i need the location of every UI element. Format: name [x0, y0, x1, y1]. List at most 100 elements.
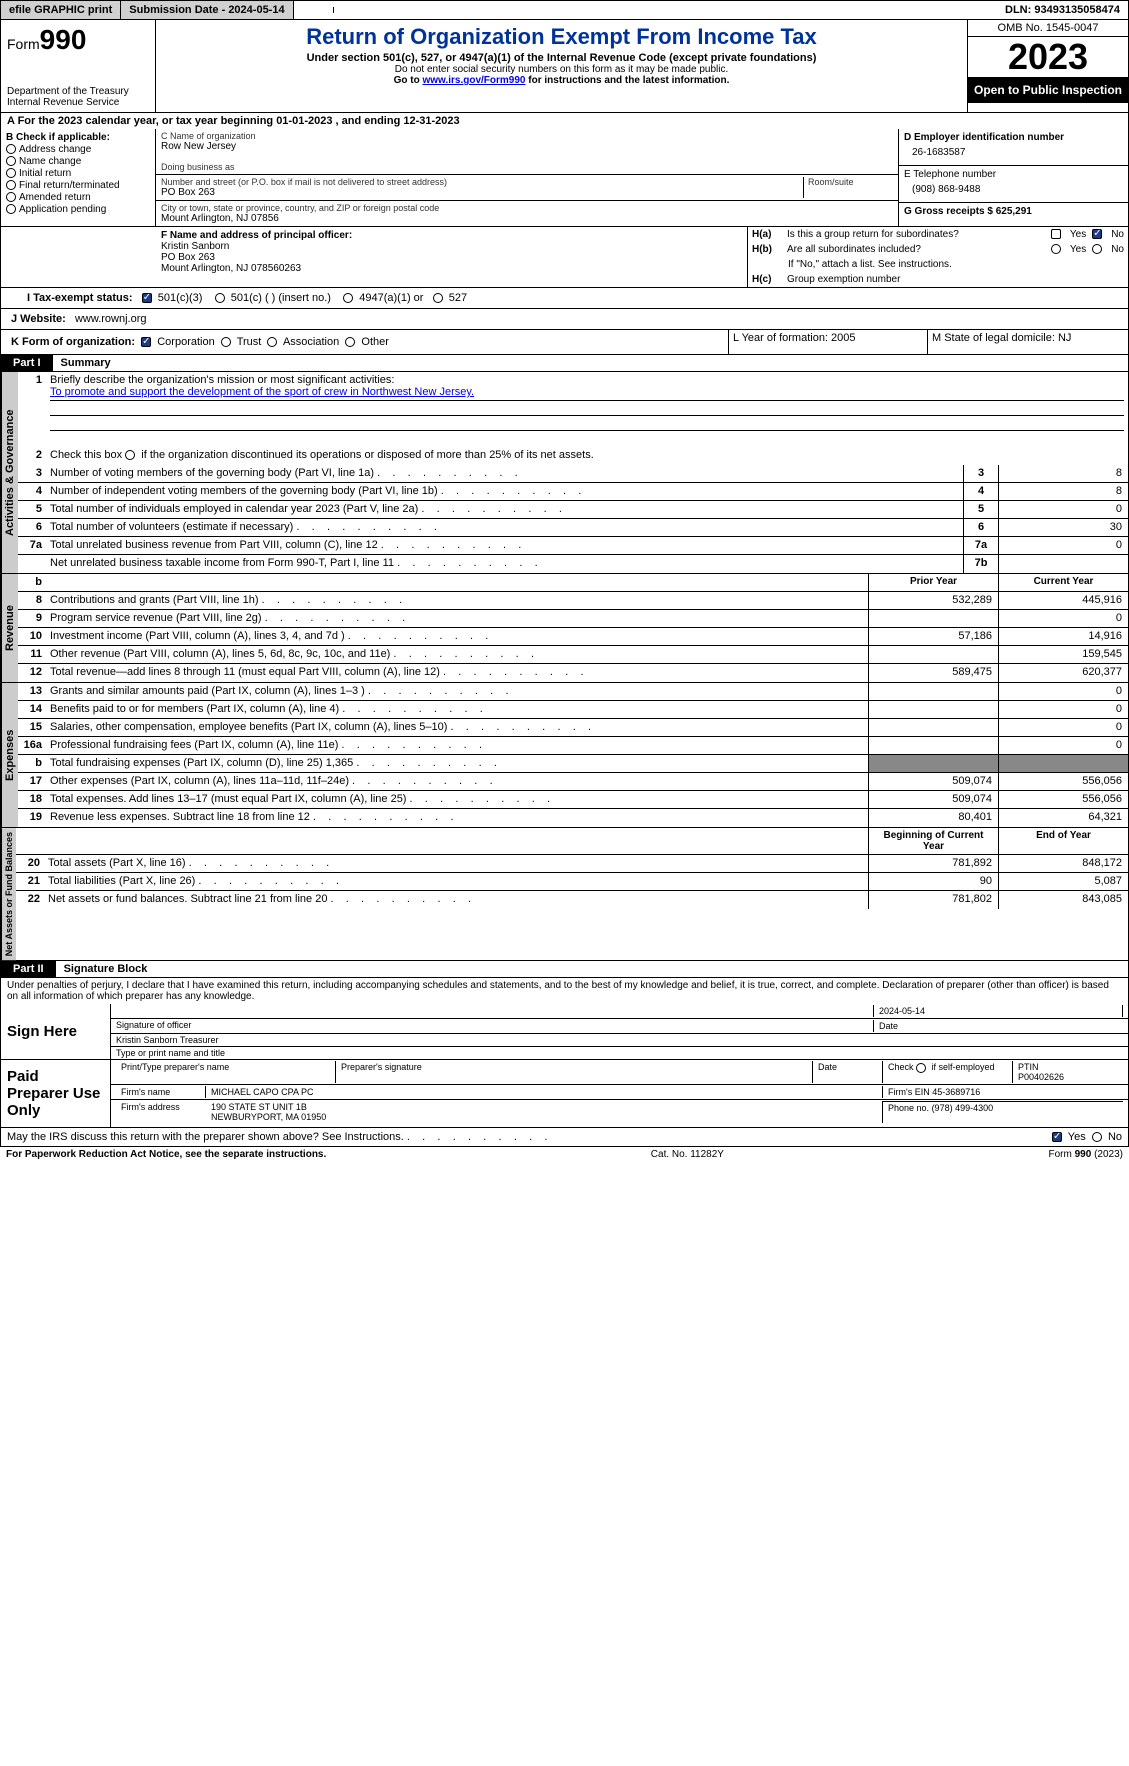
part1-title: Summary — [53, 355, 119, 371]
table-row: 11Other revenue (Part VIII, column (A), … — [18, 646, 1128, 664]
irs-label: Internal Revenue Service — [7, 97, 149, 108]
sig-date-label: Date — [873, 1020, 1123, 1032]
hdr-begin: Beginning of Current Year — [868, 828, 998, 854]
form-org-label: K Form of organization: — [11, 336, 135, 348]
officer-printed: Kristin Sanborn Treasurer — [116, 1035, 219, 1045]
section-expenses: Expenses 13Grants and similar amounts pa… — [0, 683, 1129, 828]
chk-amended-return[interactable]: Amended return — [6, 192, 150, 203]
part2-tag: Part II — [1, 961, 56, 977]
officer-name: Kristin Sanborn — [161, 241, 742, 252]
vlabel-governance: Activities & Governance — [1, 372, 18, 573]
sign-here-label: Sign Here — [1, 1004, 111, 1059]
hb-note: If "No," attach a list. See instructions… — [748, 257, 1128, 272]
discuss-question: May the IRS discuss this return with the… — [7, 1131, 404, 1143]
org-name-label: C Name of organization — [161, 131, 893, 141]
chk-address-change[interactable]: Address change — [6, 144, 150, 155]
public-inspection: Open to Public Inspection — [968, 77, 1128, 103]
city-value: Mount Arlington, NJ 07856 — [161, 213, 893, 224]
city-label: City or town, state or province, country… — [161, 203, 893, 213]
chk-name-change[interactable]: Name change — [6, 156, 150, 167]
firm-name-label: Firm's name — [116, 1086, 206, 1098]
box-c: C Name of organization Row New Jersey Do… — [156, 129, 898, 226]
chk-initial-return[interactable]: Initial return — [6, 168, 150, 179]
part2-header: Part II Signature Block — [0, 961, 1129, 978]
firm-name: MICHAEL CAPO CPA PC — [206, 1086, 883, 1098]
firm-ein-label: Firm's EIN — [888, 1087, 930, 1097]
form-ref: Form 990 (2023) — [1049, 1149, 1123, 1160]
box-klm: K Form of organization: Corporation Trus… — [0, 330, 1129, 355]
table-row: 4Number of independent voting members of… — [18, 483, 1128, 501]
table-row: 6Total number of volunteers (estimate if… — [18, 519, 1128, 537]
table-row: 22Net assets or fund balances. Subtract … — [16, 891, 1128, 909]
table-row: 9Program service revenue (Part VIII, lin… — [18, 610, 1128, 628]
table-row: 5Total number of individuals employed in… — [18, 501, 1128, 519]
table-row: 7aTotal unrelated business revenue from … — [18, 537, 1128, 555]
ha-row: H(a) Is this a group return for subordin… — [748, 227, 1128, 242]
discuss-row: May the IRS discuss this return with the… — [0, 1128, 1129, 1147]
page-footer: For Paperwork Reduction Act Notice, see … — [0, 1147, 1129, 1162]
box-b-title: B Check if applicable: — [6, 132, 150, 143]
room-label: Room/suite — [808, 177, 893, 187]
firm-phone-label: Phone no. — [888, 1103, 929, 1113]
org-name: Row New Jersey — [161, 141, 893, 152]
tax-exempt-label: I Tax-exempt status: — [27, 292, 133, 304]
chk-corporation — [141, 337, 151, 347]
hdr-current: Current Year — [998, 574, 1128, 591]
entity-block: B Check if applicable: Address change Na… — [0, 129, 1129, 227]
table-row: bTotal fundraising expenses (Part IX, co… — [18, 755, 1128, 773]
tax-year: 2023 — [968, 37, 1128, 77]
vlabel-netassets: Net Assets or Fund Balances — [1, 828, 16, 960]
table-row: 17Other expenses (Part IX, column (A), l… — [18, 773, 1128, 791]
sig-officer-label: Signature of officer — [116, 1020, 873, 1032]
mission-text[interactable]: To promote and support the development o… — [50, 386, 474, 398]
efile-print-button[interactable]: efile GRAPHIC print — [1, 1, 121, 19]
website-label: J Website: — [11, 313, 66, 325]
mission-label: Briefly describe the organization's miss… — [50, 374, 394, 386]
table-row: 10Investment income (Part VIII, column (… — [18, 628, 1128, 646]
ein-label: D Employer identification number — [904, 132, 1123, 143]
firm-addr1: 190 STATE ST UNIT 1B — [211, 1102, 877, 1112]
perjury-statement: Under penalties of perjury, I declare th… — [0, 978, 1129, 1004]
table-row: 18Total expenses. Add lines 13–17 (must … — [18, 791, 1128, 809]
box-b: B Check if applicable: Address change Na… — [1, 129, 156, 226]
ptin-label: PTIN — [1018, 1062, 1118, 1072]
firm-addr2: NEWBURYPORT, MA 01950 — [211, 1112, 877, 1122]
blank-cell — [294, 7, 334, 13]
irs-link[interactable]: www.irs.gov/Form990 — [422, 75, 525, 86]
self-employed: Check if self-employed — [883, 1061, 1013, 1083]
paperwork-notice: For Paperwork Reduction Act Notice, see … — [6, 1149, 326, 1160]
chk-final-return[interactable]: Final return/terminated — [6, 180, 150, 191]
discuss-yes — [1052, 1132, 1062, 1142]
table-row: 21Total liabilities (Part X, line 26)905… — [16, 873, 1128, 891]
hc-row: H(c) Group exemption number — [748, 272, 1128, 287]
box-i: I Tax-exempt status: 501(c)(3) 501(c) ( … — [0, 288, 1129, 309]
year-formation: L Year of formation: 2005 — [728, 330, 928, 354]
table-row: 15Salaries, other compensation, employee… — [18, 719, 1128, 737]
table-row: 16aProfessional fundraising fees (Part I… — [18, 737, 1128, 755]
form-title: Return of Organization Exempt From Incom… — [162, 24, 961, 50]
chk-app-pending[interactable]: Application pending — [6, 204, 150, 215]
vlabel-revenue: Revenue — [1, 574, 18, 682]
ssn-note: Do not enter social security numbers on … — [162, 64, 961, 75]
ptin-value: P00402626 — [1018, 1072, 1118, 1082]
paid-preparer-label: Paid Preparer Use Only — [1, 1060, 111, 1127]
table-row: 13Grants and similar amounts paid (Part … — [18, 683, 1128, 701]
table-row: 3Number of voting members of the governi… — [18, 465, 1128, 483]
section-revenue: Revenue b Prior Year Current Year 8Contr… — [0, 574, 1129, 683]
omb-number: OMB No. 1545-0047 — [968, 20, 1128, 37]
box-deg: D Employer identification number 26-1683… — [898, 129, 1128, 226]
officer-printed-label: Type or print name and title — [116, 1048, 225, 1058]
q2-discontinued: Check this box if the organization disco… — [46, 447, 1128, 465]
section-governance: Activities & Governance 1 Briefly descri… — [0, 372, 1129, 574]
form-number: Form990 — [7, 24, 149, 56]
ein-value: 26-1683587 — [904, 143, 1123, 162]
table-row: 8Contributions and grants (Part VIII, li… — [18, 592, 1128, 610]
vlabel-expenses: Expenses — [1, 683, 18, 827]
hb-row: H(b) Are all subordinates included? Yes … — [748, 242, 1128, 257]
hdr-end: End of Year — [998, 828, 1128, 854]
state-domicile: M State of legal domicile: NJ — [928, 330, 1128, 354]
officer-block: F Name and address of principal officer:… — [0, 227, 1129, 288]
topbar: efile GRAPHIC print Submission Date - 20… — [0, 0, 1129, 20]
part1-header: Part I Summary — [0, 355, 1129, 372]
dept-treasury: Department of the Treasury — [7, 86, 149, 97]
